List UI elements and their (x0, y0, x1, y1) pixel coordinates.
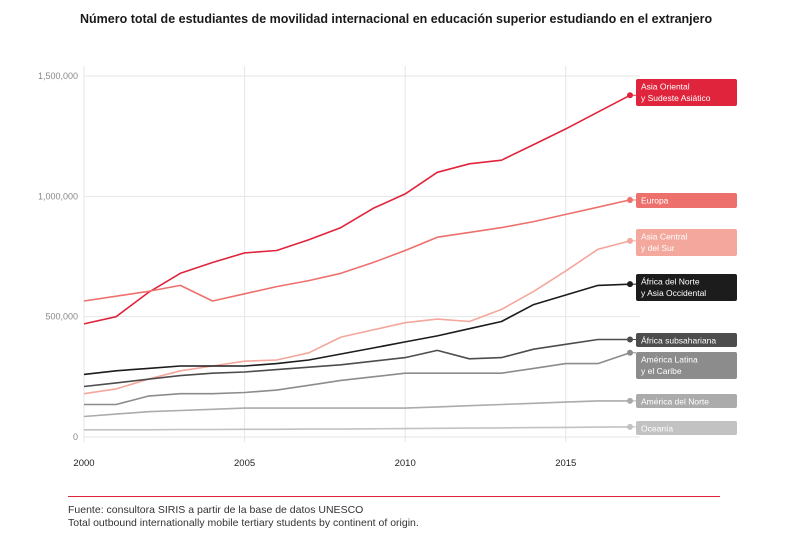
series-line (83, 199, 631, 302)
footer-divider (68, 496, 720, 497)
series-line (83, 240, 631, 395)
y-tick-label: 500,000 (45, 312, 78, 322)
legend-label-box (636, 274, 737, 301)
legend-label-text: América del Norte (641, 397, 709, 407)
y-tick-label: 1,500,000 (38, 71, 78, 81)
description-note: Total outbound internationally mobile te… (68, 517, 419, 529)
series-line (83, 338, 630, 388)
x-tick-label: 2015 (555, 458, 576, 469)
source-note: Fuente: consultora SIRIS a partir de la … (68, 504, 364, 516)
legend-label-text: y Sudeste Asiático (641, 93, 711, 103)
legend-label-text: y Asia Occidental (641, 288, 706, 298)
legend-label-text: África subsahariana (641, 336, 716, 346)
series-line (84, 352, 631, 406)
legend-label-text: y el Caribe (641, 366, 682, 376)
legend-label-box (636, 421, 737, 435)
series-line (83, 283, 631, 376)
legend-label-text: América Latina (641, 355, 698, 365)
legend-label-box (636, 79, 737, 106)
legend-label-text: Asia Oriental (641, 82, 690, 92)
legend-label-text: y del Sur (641, 243, 675, 253)
legend-label-text: Asia Central (641, 232, 687, 242)
legend-label-text: Oceanía (641, 424, 673, 434)
legend-label-text: África del Norte (641, 277, 700, 287)
chart-footer: Fuente: consultora SIRIS a partir de la … (68, 504, 419, 530)
y-tick-label: 0 (73, 432, 78, 442)
x-tick-label: 2005 (234, 458, 255, 469)
x-tick-label: 2010 (395, 458, 416, 469)
legend-label-text: Europa (641, 196, 669, 206)
legend-label-box (636, 193, 737, 208)
chart-title: Número total de estudiantes de movilidad… (80, 12, 713, 26)
series-line (84, 426, 631, 431)
legend-label-box (636, 394, 737, 408)
legend-label-box (636, 333, 737, 347)
series-line (83, 94, 631, 325)
x-tick-label: 2000 (73, 458, 94, 469)
y-tick-label: 1,000,000 (38, 191, 78, 201)
legend-label-box (636, 229, 737, 256)
series-line (83, 400, 630, 418)
legend-label-box (636, 352, 737, 379)
